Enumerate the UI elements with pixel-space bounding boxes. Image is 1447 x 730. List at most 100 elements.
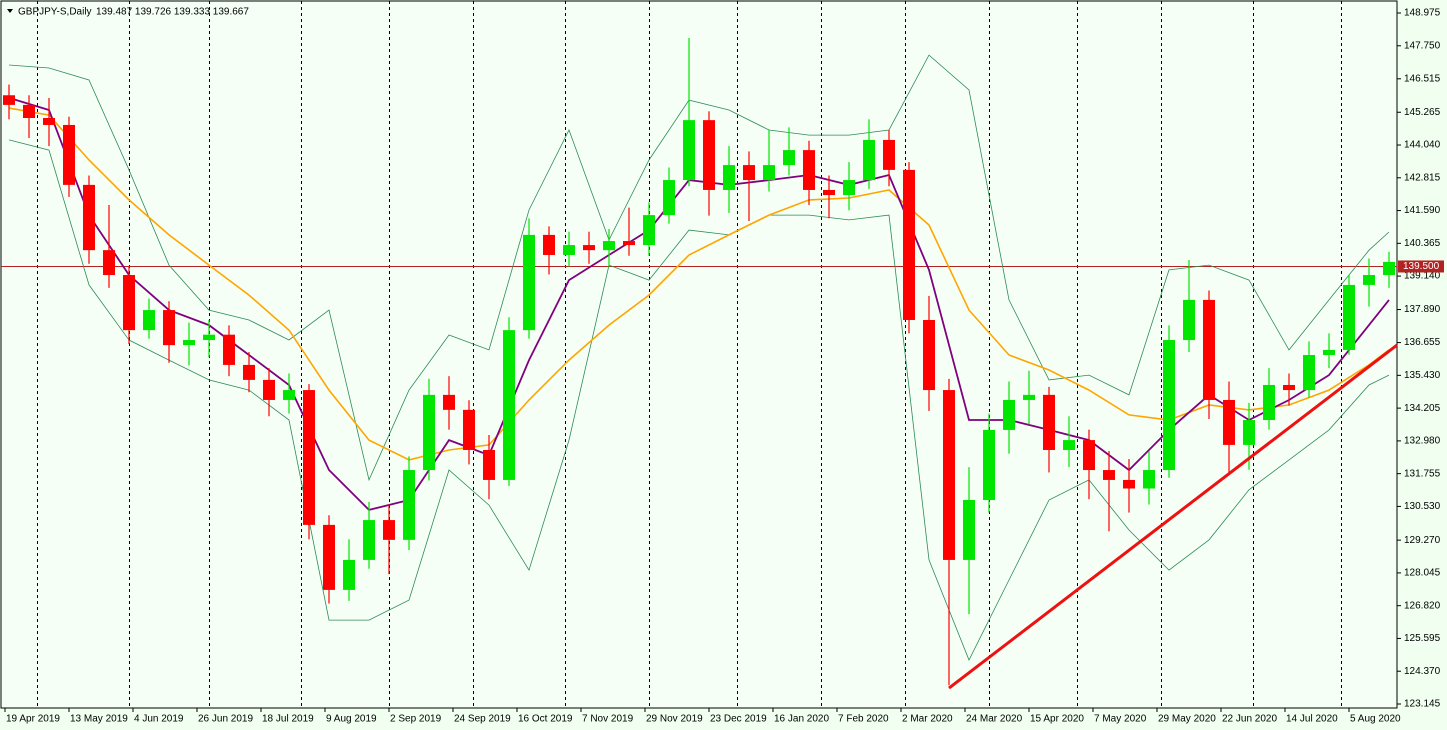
candle-body <box>923 319 935 391</box>
y-tick-label: 131.755 <box>1404 468 1441 479</box>
x-tick-label: 13 May 2019 <box>70 714 128 725</box>
candle-body <box>523 234 535 331</box>
x-tick-label: 2 Sep 2019 <box>390 714 442 725</box>
trendline <box>948 343 1398 690</box>
x-tick-label: 29 May 2020 <box>1158 714 1216 725</box>
y-tick-label: 147.750 <box>1404 40 1441 51</box>
candle-body <box>363 520 375 560</box>
candle-body <box>943 390 955 560</box>
candle-body <box>1263 384 1275 421</box>
x-tick-label: 22 Jun 2020 <box>1222 714 1277 725</box>
y-tick-label: 136.655 <box>1404 337 1441 348</box>
y-tick-label: 125.595 <box>1404 633 1441 644</box>
candle-body <box>543 234 555 255</box>
candle-body <box>623 241 635 246</box>
y-tick-label: 139.140 <box>1404 271 1441 282</box>
y-tick-label: 135.430 <box>1404 370 1441 381</box>
candle-body <box>1043 394 1055 450</box>
candle-body <box>803 150 815 190</box>
candle-body <box>1343 284 1355 350</box>
candle-body <box>1123 479 1135 489</box>
y-tick-label: 123.145 <box>1404 699 1441 710</box>
candle-body <box>243 364 255 380</box>
candle-body <box>183 340 195 346</box>
candle-body <box>1283 384 1295 391</box>
candle-body <box>743 165 755 181</box>
candle-body <box>443 394 455 410</box>
candle-body <box>483 449 495 480</box>
y-tick-label: 129.270 <box>1404 535 1441 546</box>
candle-body <box>603 241 615 251</box>
candle-body <box>1103 470 1115 480</box>
menu-triangle <box>7 9 13 13</box>
candle-body <box>43 118 55 125</box>
x-tick-label: 5 Aug 2020 <box>1350 714 1401 725</box>
candle-body <box>143 310 155 331</box>
x-tick-label: 2 Mar 2020 <box>902 714 953 725</box>
candle-body <box>1203 299 1215 400</box>
candle-body <box>683 120 695 181</box>
candle-body <box>223 334 235 365</box>
candle-body <box>323 524 335 590</box>
x-tick-label: 4 Jun 2019 <box>134 714 184 725</box>
candle-body <box>1003 399 1015 430</box>
x-tick-label: 19 Apr 2019 <box>6 714 60 725</box>
candle-body <box>1143 470 1155 489</box>
y-tick-label: 142.815 <box>1404 172 1441 183</box>
candle-body <box>403 470 415 540</box>
candle-body <box>163 310 175 346</box>
candle-body <box>563 245 575 255</box>
x-tick-label: 24 Sep 2019 <box>454 714 511 725</box>
x-tick-label: 26 Jun 2019 <box>198 714 253 725</box>
candle-body <box>723 165 735 190</box>
candle-body <box>823 189 835 196</box>
candle-body <box>763 165 775 181</box>
candle-body <box>1243 420 1255 445</box>
candle-body <box>1363 275 1375 285</box>
x-tick-label: 16 Oct 2019 <box>518 714 573 725</box>
candle-body <box>423 394 435 471</box>
candle-body <box>703 120 715 190</box>
indicator-line <box>8 139 1390 661</box>
y-tick-label: 128.045 <box>1404 568 1441 579</box>
x-tick-label: 23 Dec 2019 <box>710 714 767 725</box>
x-tick-label: 24 Mar 2020 <box>966 714 1023 725</box>
x-tick-label: 16 Jan 2020 <box>774 714 829 725</box>
y-tick-label: 140.365 <box>1404 238 1441 249</box>
candle-body <box>1083 440 1095 471</box>
x-tick-label: 29 Nov 2019 <box>646 714 703 725</box>
candle-body <box>963 500 975 560</box>
candle-body <box>3 95 15 105</box>
x-tick-label: 7 Feb 2020 <box>838 714 889 725</box>
candle-body <box>303 390 315 525</box>
price-label-box <box>1398 260 1444 273</box>
x-tick-label: 14 Jul 2020 <box>1286 714 1338 725</box>
candle-body <box>663 180 675 216</box>
candle-body <box>83 184 95 251</box>
candle-body <box>1323 349 1335 356</box>
x-tick-label: 9 Aug 2019 <box>326 714 377 725</box>
y-tick-label: 137.890 <box>1404 304 1441 315</box>
candle-body <box>1183 299 1195 341</box>
price-label: 139.500 <box>1403 261 1440 272</box>
candle-body <box>983 429 995 501</box>
candle-body <box>783 150 795 166</box>
candle-body <box>123 275 135 331</box>
candle-body <box>1163 340 1175 471</box>
candle-body <box>283 390 295 400</box>
candle-body <box>1303 355 1315 391</box>
x-tick-label: 15 Apr 2020 <box>1030 714 1084 725</box>
plot-layer <box>1 1 1398 708</box>
candle-body <box>103 250 115 276</box>
candle-body <box>383 520 395 540</box>
candle-body <box>583 245 595 251</box>
plot-area <box>0 0 1398 709</box>
candle-body <box>503 330 515 480</box>
candle-body <box>883 139 895 170</box>
candle-body <box>203 334 215 341</box>
y-tick-label: 146.515 <box>1404 73 1441 84</box>
candle-body <box>23 104 35 118</box>
candle-body <box>1063 440 1075 450</box>
candle-body <box>863 139 875 181</box>
